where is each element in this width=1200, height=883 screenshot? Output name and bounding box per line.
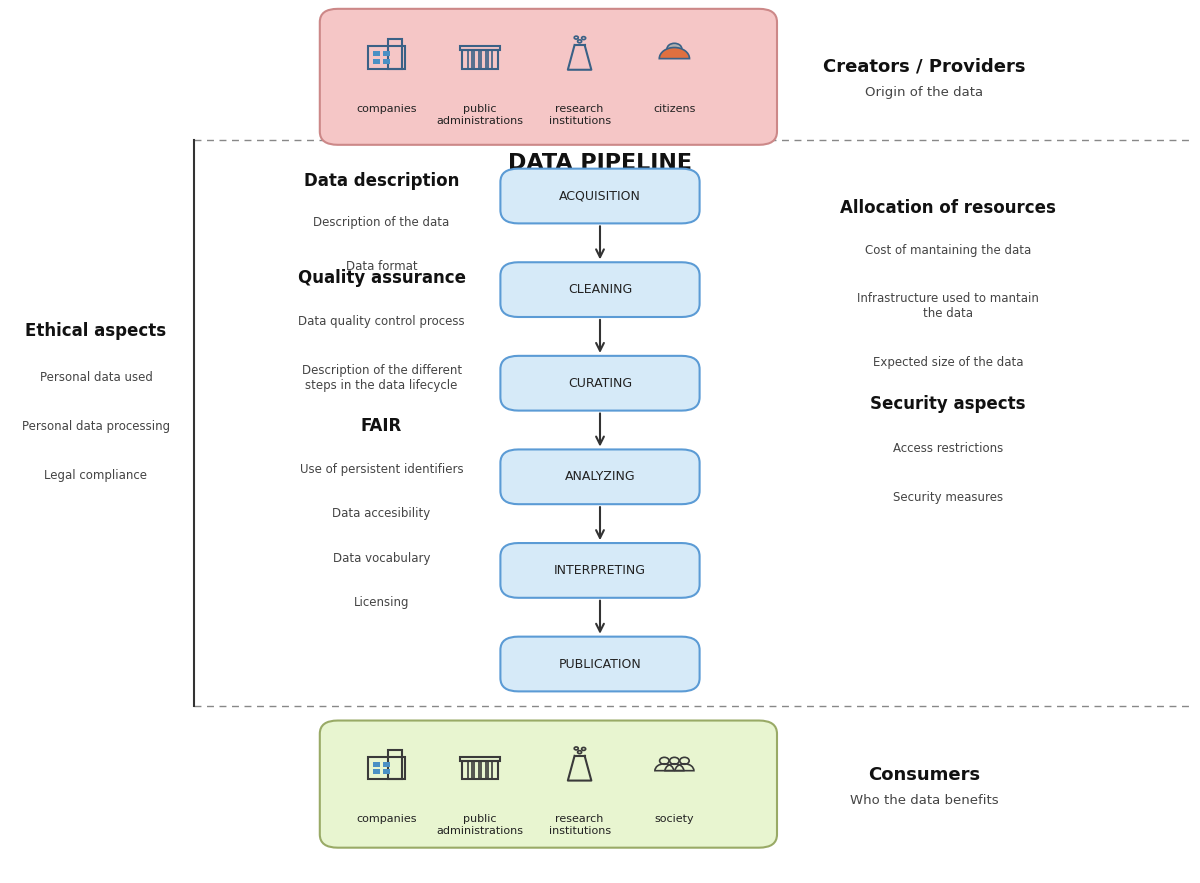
FancyBboxPatch shape <box>383 769 390 774</box>
Text: Access restrictions: Access restrictions <box>893 442 1003 455</box>
Text: Description of the data: Description of the data <box>313 216 450 229</box>
Text: Ethical aspects: Ethical aspects <box>25 322 167 340</box>
Text: public
administrations: public administrations <box>437 814 523 835</box>
Text: PUBLICATION: PUBLICATION <box>559 658 641 670</box>
Text: DATA PIPELINE: DATA PIPELINE <box>508 154 692 173</box>
Text: companies: companies <box>356 104 416 114</box>
Text: Personal data used: Personal data used <box>40 372 152 384</box>
Text: Data accesibility: Data accesibility <box>332 508 431 520</box>
Text: Infrastructure used to mantain
the data: Infrastructure used to mantain the data <box>857 292 1039 321</box>
Text: Creators / Providers: Creators / Providers <box>823 57 1025 75</box>
FancyBboxPatch shape <box>319 721 778 848</box>
Text: ACQUISITION: ACQUISITION <box>559 190 641 202</box>
Text: INTERPRETING: INTERPRETING <box>554 564 646 577</box>
FancyBboxPatch shape <box>500 543 700 598</box>
FancyBboxPatch shape <box>500 169 700 223</box>
Text: CURATING: CURATING <box>568 377 632 389</box>
Text: Data description: Data description <box>304 172 460 190</box>
Text: companies: companies <box>356 814 416 824</box>
Text: citizens: citizens <box>653 104 696 114</box>
FancyBboxPatch shape <box>373 51 379 57</box>
FancyBboxPatch shape <box>500 449 700 504</box>
Text: ANALYZING: ANALYZING <box>565 471 635 483</box>
Text: Cost of mantaining the data: Cost of mantaining the data <box>865 245 1031 257</box>
Text: Quality assurance: Quality assurance <box>298 269 466 287</box>
Text: Data vocabulary: Data vocabulary <box>332 552 431 564</box>
Text: Data format: Data format <box>346 260 418 273</box>
Circle shape <box>667 43 682 54</box>
Text: Description of the different
steps in the data lifecycle: Description of the different steps in th… <box>301 364 462 392</box>
FancyBboxPatch shape <box>373 769 379 774</box>
Text: CLEANING: CLEANING <box>568 283 632 296</box>
Text: Allocation of resources: Allocation of resources <box>840 199 1056 216</box>
FancyBboxPatch shape <box>319 9 778 145</box>
FancyBboxPatch shape <box>383 51 390 57</box>
Text: Licensing: Licensing <box>354 596 409 608</box>
Text: Data quality control process: Data quality control process <box>299 315 464 328</box>
Text: Personal data processing: Personal data processing <box>22 420 170 433</box>
FancyBboxPatch shape <box>373 762 379 767</box>
FancyBboxPatch shape <box>500 356 700 411</box>
Text: research
institutions: research institutions <box>548 814 611 835</box>
Text: Expected size of the data: Expected size of the data <box>872 356 1024 368</box>
Text: society: society <box>654 814 695 824</box>
Text: FAIR: FAIR <box>361 417 402 434</box>
FancyBboxPatch shape <box>373 58 379 64</box>
Text: Use of persistent identifiers: Use of persistent identifiers <box>300 464 463 476</box>
Text: Origin of the data: Origin of the data <box>865 87 983 99</box>
FancyBboxPatch shape <box>500 637 700 691</box>
Text: research
institutions: research institutions <box>548 104 611 125</box>
Wedge shape <box>659 48 690 58</box>
Text: Consumers: Consumers <box>868 766 980 784</box>
Text: Security aspects: Security aspects <box>870 396 1026 413</box>
FancyBboxPatch shape <box>500 262 700 317</box>
Text: public
administrations: public administrations <box>437 104 523 125</box>
Text: Who the data benefits: Who the data benefits <box>850 795 998 807</box>
FancyBboxPatch shape <box>383 58 390 64</box>
Text: Legal compliance: Legal compliance <box>44 469 148 481</box>
FancyBboxPatch shape <box>383 762 390 767</box>
Text: Security measures: Security measures <box>893 491 1003 503</box>
